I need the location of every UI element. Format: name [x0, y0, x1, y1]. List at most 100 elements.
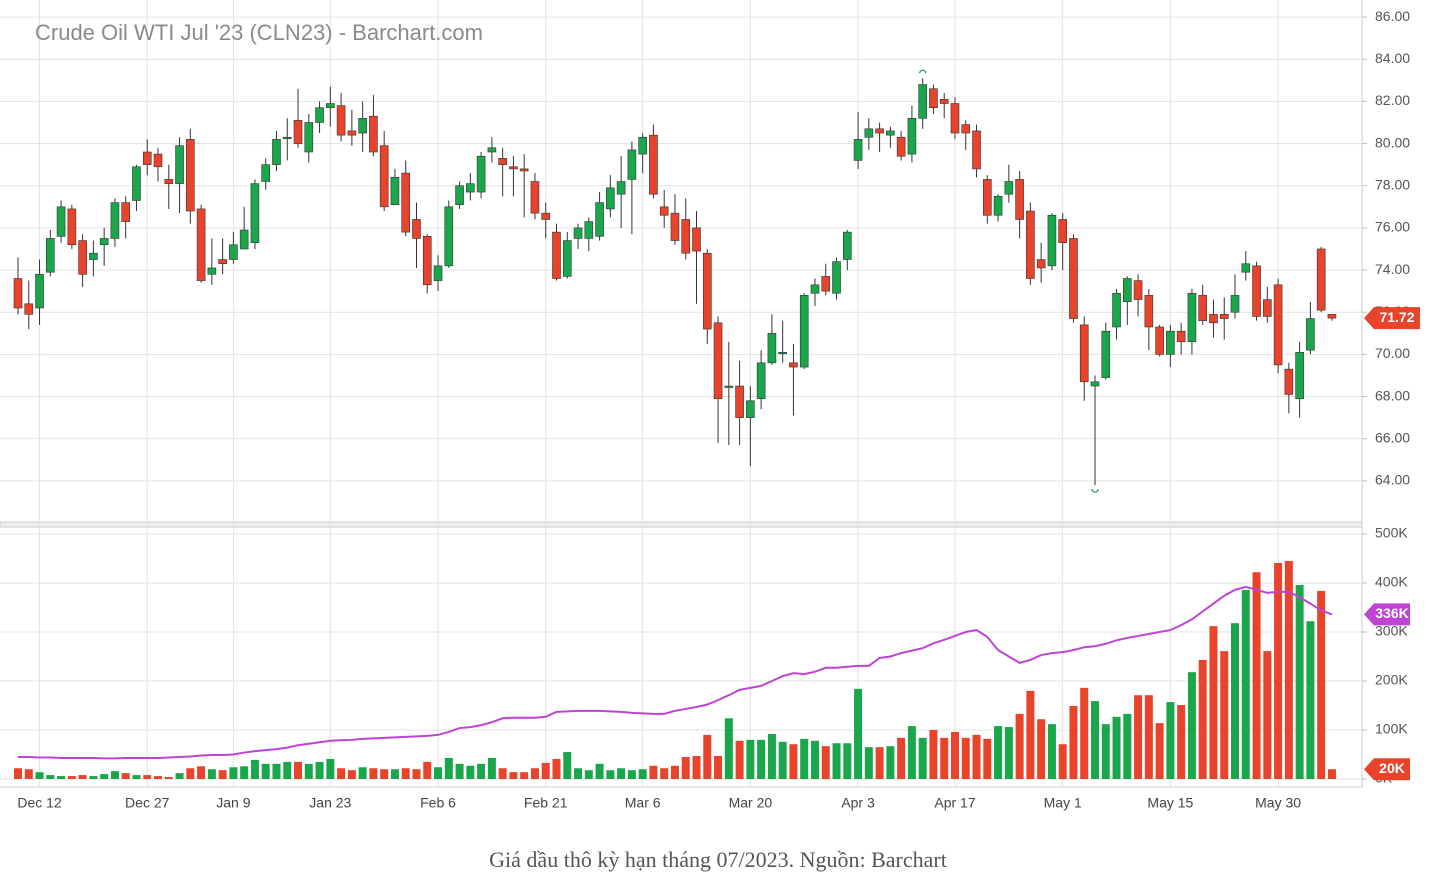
volume-bar	[121, 773, 130, 780]
candle-body	[896, 136, 906, 157]
y-tick-label: 66.00	[1375, 429, 1410, 445]
candle-body	[1273, 284, 1283, 366]
candle-body	[1101, 330, 1111, 378]
y-tick-label: 74.00	[1375, 261, 1410, 277]
volume-bar	[627, 770, 636, 780]
y-tick-label: 68.00	[1375, 387, 1410, 403]
volume-bar	[326, 758, 335, 780]
volume-bar	[1198, 659, 1207, 780]
candle-body	[476, 155, 486, 193]
volume-bar	[584, 770, 593, 780]
value-tag	[1364, 603, 1410, 626]
volume-bar	[821, 746, 830, 780]
candle-body	[1112, 292, 1121, 328]
candle-body	[1241, 263, 1251, 273]
candle-body	[993, 195, 1003, 216]
volume-bar	[703, 734, 712, 780]
y-tick-label: 82.00	[1375, 92, 1410, 108]
volume-bar	[154, 776, 163, 780]
candle-body	[390, 177, 400, 206]
volume-bar	[530, 768, 539, 780]
candle-body	[196, 208, 206, 281]
candle-body	[78, 240, 87, 275]
y-tick-label: 64.00	[1375, 472, 1410, 488]
volume-bar	[261, 763, 270, 780]
value-tag-label: 20K	[1379, 760, 1405, 776]
volume-bar	[369, 768, 378, 780]
volume-bar	[46, 775, 55, 780]
candle-body	[562, 240, 572, 277]
volume-bar	[1166, 702, 1175, 780]
volume-bar	[283, 761, 292, 780]
candle-body	[466, 183, 475, 193]
candle-body	[939, 98, 949, 104]
candle-body	[282, 136, 292, 140]
candle-body	[918, 84, 927, 119]
candle-body	[1058, 219, 1067, 243]
candle-body	[950, 103, 960, 134]
volume-bar	[541, 762, 550, 780]
volume-bar	[1327, 769, 1336, 780]
high-marker	[919, 69, 927, 74]
candle-body	[56, 206, 66, 237]
candle-body	[1209, 314, 1218, 324]
candle-body	[692, 227, 701, 252]
candle-body	[789, 362, 798, 368]
volume-bar	[994, 726, 1003, 780]
volume-bar	[164, 777, 173, 780]
volume-bar	[24, 769, 33, 780]
volume-bar	[1047, 724, 1056, 780]
volume-bar	[714, 755, 723, 780]
volume-bar	[477, 763, 486, 780]
candle-body	[713, 322, 723, 399]
volume-bar	[1241, 589, 1250, 780]
candle-body	[649, 134, 658, 195]
volume-bar	[972, 734, 981, 780]
candle-body	[175, 145, 184, 184]
volume-bar	[229, 767, 238, 780]
volume-bar	[638, 769, 647, 780]
y-tick-label: 400K	[1375, 574, 1408, 590]
candle-body	[767, 333, 777, 364]
panel-separator	[0, 521, 1363, 528]
volume-bar	[1037, 719, 1046, 780]
candle-body	[153, 153, 163, 168]
volume-bar	[1177, 705, 1186, 780]
volume-bar	[272, 763, 281, 780]
candle-body	[1026, 210, 1035, 279]
candle-body	[1144, 295, 1154, 328]
value-tag	[1364, 758, 1410, 781]
volume-bar	[800, 738, 809, 780]
candle-body	[853, 139, 863, 161]
volume-bar	[1069, 706, 1078, 780]
volume-bar	[649, 765, 658, 780]
candle-body	[1047, 214, 1057, 267]
candle-body	[1079, 324, 1089, 383]
candle-body	[261, 164, 271, 182]
x-tick-label: Mar 20	[729, 795, 773, 811]
candle-body	[670, 212, 680, 241]
volume-bar	[843, 743, 852, 780]
volume-bar	[929, 730, 938, 780]
volume-bar	[175, 773, 184, 780]
volume-bar	[380, 769, 389, 780]
candle-body	[422, 236, 432, 286]
volume-bar	[789, 744, 798, 780]
volume-bar	[746, 739, 755, 780]
candle-body	[875, 128, 884, 134]
candle-body	[293, 120, 303, 144]
candle-body	[1176, 330, 1186, 343]
candle-body	[1327, 314, 1337, 319]
volume-bar	[337, 768, 346, 780]
volume-bar	[250, 759, 259, 780]
candle-body	[1284, 368, 1294, 395]
candle-body	[46, 238, 55, 273]
candle-body	[67, 208, 77, 246]
y-tick-label: 200K	[1375, 672, 1408, 688]
volume-bar	[390, 769, 399, 780]
x-tick-label: May 30	[1255, 795, 1301, 811]
volume-bar	[681, 756, 690, 780]
candle-body	[595, 202, 604, 237]
volume-bar	[897, 737, 906, 780]
volume-bar	[89, 776, 98, 780]
